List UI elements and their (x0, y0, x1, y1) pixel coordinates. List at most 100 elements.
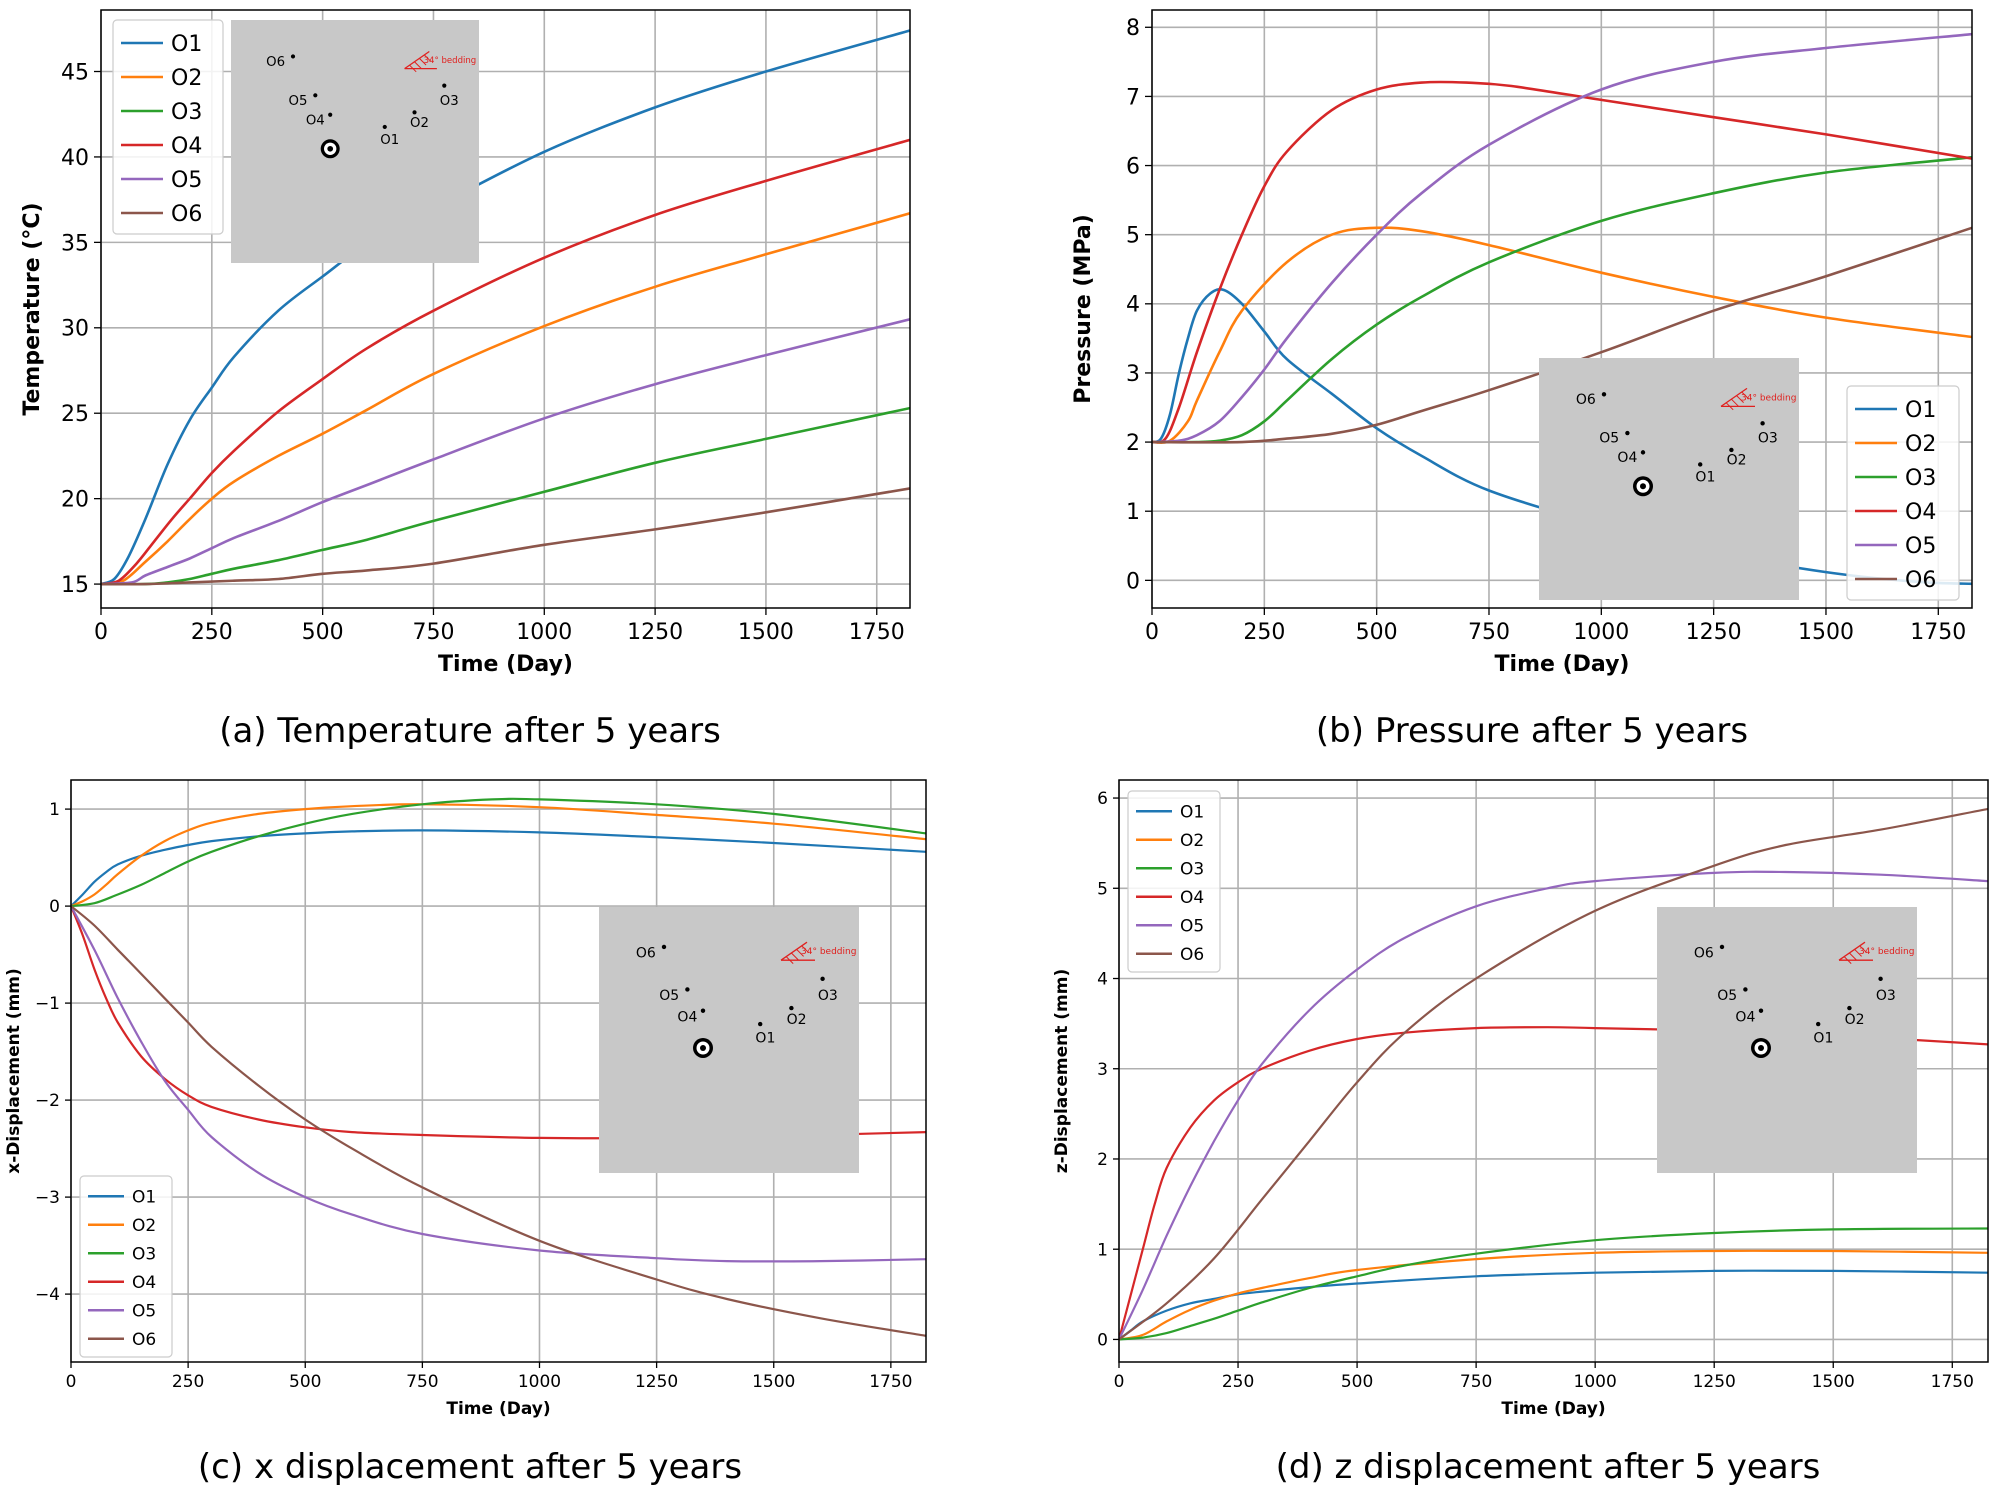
borehole-core (1758, 1044, 1764, 1051)
x-tick-label: 1750 (1910, 620, 1966, 645)
bedding-dip-line (780, 941, 808, 961)
y-tick-label: −1 (35, 994, 60, 1014)
inset-point-o4-dot (700, 1008, 706, 1013)
inset-background (1539, 358, 1799, 600)
inset-point-o1-dot (1698, 462, 1703, 467)
x-tick-label: 500 (302, 620, 344, 645)
y-tick-label: 15 (61, 573, 89, 598)
inset-point-o4-label: O4 (1617, 450, 1637, 466)
x-tick-label: 1500 (1812, 1372, 1855, 1392)
bedding-icon (1838, 941, 1873, 964)
y-axis-label: Pressure (MPa) (1071, 214, 1096, 404)
chart-caption: (d) z displacement after 5 years (1276, 1447, 1821, 1487)
inset-point-o1-dot (382, 124, 387, 130)
inset-point-o5-dot (1625, 430, 1630, 436)
axes-frame (100, 9, 911, 609)
y-tick-label: 4 (1097, 970, 1108, 990)
borehole-core (700, 1044, 706, 1051)
inset-point-o5-dot (313, 93, 318, 98)
bedding-dip-line (1720, 387, 1748, 407)
bedding-hatch (1736, 395, 1744, 403)
inset-point-o3-label: O3 (1876, 988, 1896, 1004)
series-line-o2 (71, 803, 926, 908)
inset-point-o3-dot (1878, 976, 1883, 982)
bedding-hatch (414, 61, 422, 69)
x-tick-label: 1000 (1574, 1372, 1617, 1392)
y-tick-label: 40 (61, 146, 89, 171)
y-tick-label: 3 (1097, 1060, 1108, 1080)
bedding-label: 34° bedding (424, 56, 477, 66)
chart-d: 0 250 500 750 1000 1250 1500 1750 0 1 2 3 4 5 6 O6 O5 O4 O… (1052, 779, 1989, 1487)
inset-background (1657, 907, 1917, 1173)
legend-label-o6: O6 (132, 1330, 156, 1350)
chart-a: 0 250 500 750 1000 1250 1500 1750 15 20 25 30 35 40 45… (20, 9, 911, 751)
inset-point-o3-label: O3 (1758, 431, 1778, 447)
series-line-o1 (71, 829, 926, 907)
legend-label-o5: O5 (1905, 534, 1936, 559)
borehole-core (1640, 483, 1646, 490)
x-tick-label: 250 (1243, 620, 1285, 645)
y-tick-label: 8 (1126, 16, 1140, 41)
y-tick-label: 20 (61, 488, 89, 513)
x-tick-label: 250 (191, 620, 233, 645)
legend-box (1127, 790, 1221, 973)
y-tick-label: 0 (49, 897, 60, 917)
y-tick-label: 30 (61, 317, 89, 342)
inset-point-o4-dot (1640, 450, 1646, 455)
y-tick-label: 2 (1097, 1150, 1108, 1170)
inset-point-o2-label: O2 (1845, 1012, 1865, 1028)
legend-label-o2: O2 (132, 1216, 156, 1236)
legend-label-o2: O2 (171, 66, 202, 91)
bedding-hatch (1731, 398, 1739, 407)
y-tick-label: 1 (49, 800, 60, 820)
legend-label-o6: O6 (171, 202, 202, 227)
inset-point-o2-dot (1847, 1005, 1852, 1011)
legend-label-o5: O5 (1180, 916, 1204, 936)
y-tick-label: 5 (1097, 879, 1108, 899)
inset-point-o1-label: O1 (1695, 469, 1715, 485)
inset-point-o2-dot (789, 1005, 794, 1011)
series-line-o3 (71, 797, 926, 908)
bedding-hatch (1854, 949, 1862, 957)
bedding-hatch (1859, 945, 1868, 954)
chart-c: 0 250 500 750 1000 1250 1500 1750 −4 −3 −2 −1 0 1 O6 O5… (4, 779, 927, 1487)
series-line-o2 (1152, 226, 1972, 444)
y-tick-label: 1 (1126, 500, 1140, 525)
x-tick-label: 1000 (1573, 620, 1629, 645)
legend-label-o3: O3 (1905, 466, 1936, 491)
series-line-o5 (1152, 32, 1972, 444)
bedding-label: 34° bedding (801, 947, 856, 957)
y-tick-label: 6 (1126, 154, 1140, 179)
y-tick-label: 6 (1097, 789, 1108, 809)
y-tick-label: 0 (1097, 1331, 1108, 1351)
inset-point-o3-label: O3 (818, 988, 838, 1004)
inset-point-o1-label: O1 (755, 1031, 775, 1047)
series-line-o2 (1119, 1249, 1988, 1341)
inset-point-o6-label: O6 (266, 55, 285, 70)
x-tick-label: 0 (94, 620, 108, 645)
bedding-hatch (791, 952, 799, 961)
legend-box (79, 1175, 173, 1358)
legend-label-o2: O2 (1905, 432, 1936, 457)
inset-point-o3-dot (442, 83, 447, 88)
bedding-hatch (796, 949, 804, 957)
legend-box (112, 19, 224, 235)
legend-label-o4: O4 (1180, 888, 1204, 908)
series-line-o2 (101, 212, 910, 586)
legend-label-o6: O6 (1905, 568, 1936, 593)
legend-label-o3: O3 (171, 100, 202, 125)
series-line-o3 (1119, 1227, 1988, 1341)
bedding-hatch (785, 956, 794, 964)
inset-point-o2-label: O2 (787, 1012, 807, 1028)
inset-point-o1-label: O1 (380, 133, 399, 148)
y-tick-label: 5 (1126, 224, 1140, 249)
borehole-icon (320, 139, 340, 159)
x-tick-label: 1250 (1693, 1372, 1736, 1392)
legend-label-o1: O1 (1905, 398, 1936, 423)
bedding-icon (404, 50, 437, 73)
x-tick-label: 1000 (518, 1372, 561, 1392)
series-line-o5 (101, 318, 910, 586)
legend-label-o5: O5 (171, 168, 202, 193)
x-tick-label: 1000 (516, 620, 572, 645)
legend-label-o5: O5 (132, 1301, 156, 1321)
